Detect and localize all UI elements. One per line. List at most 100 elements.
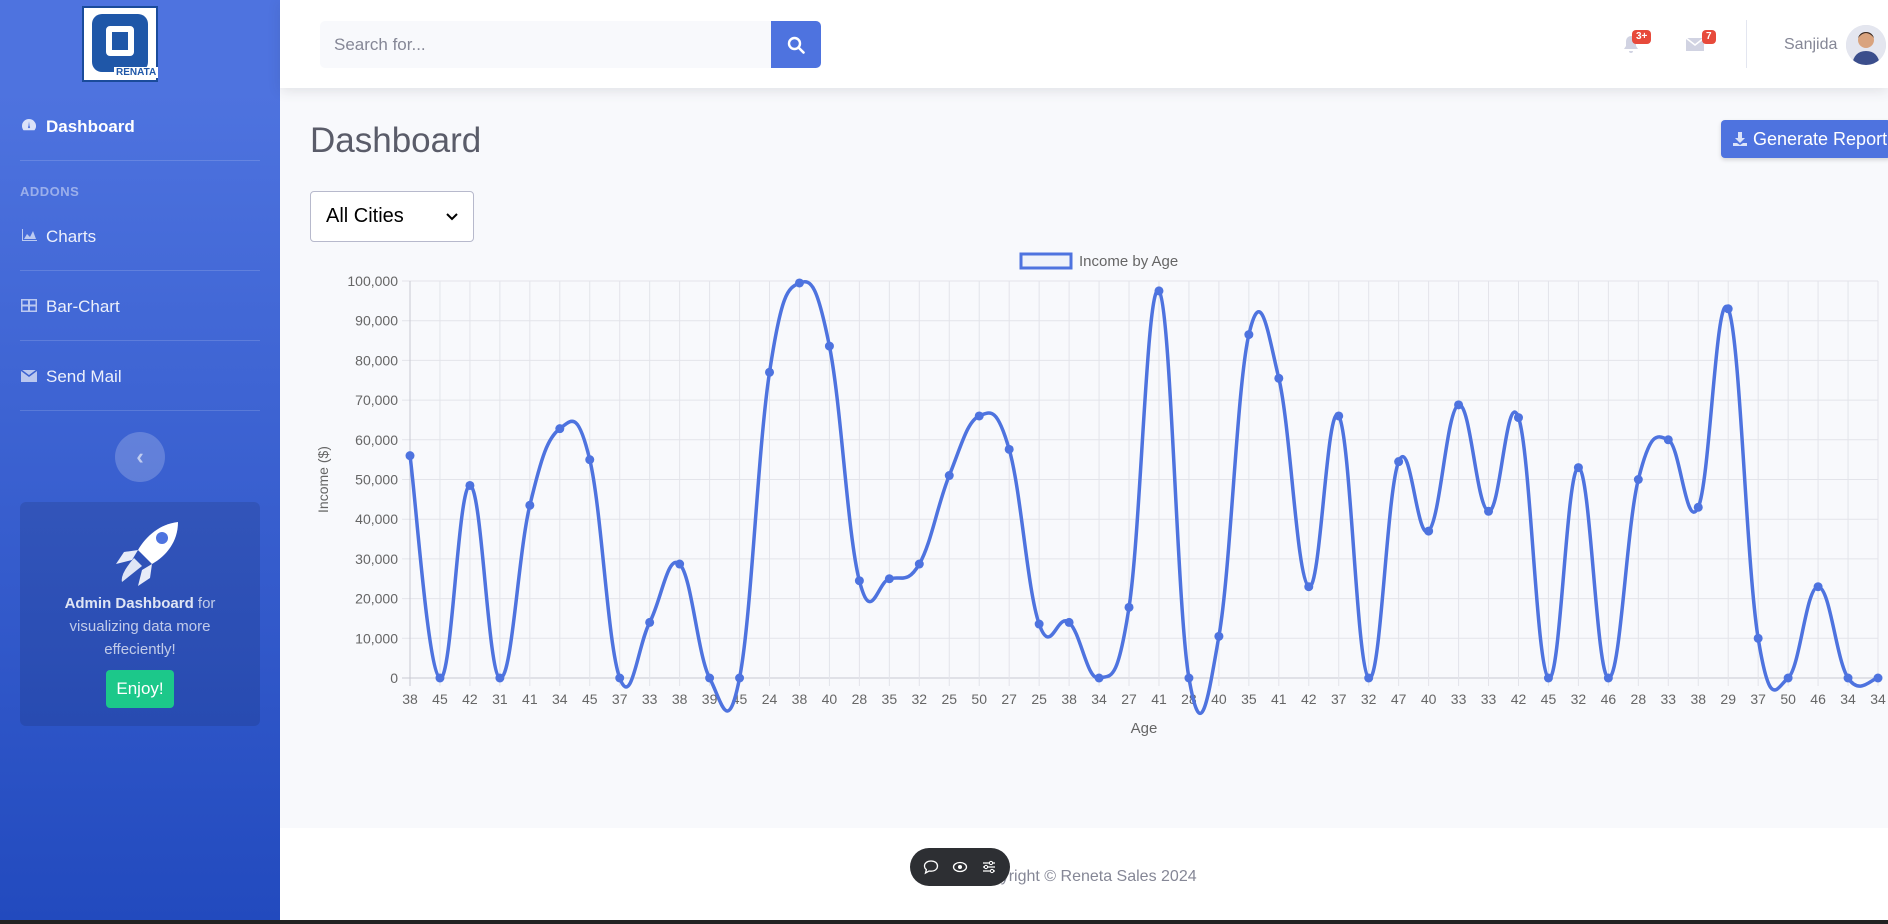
x-tick-label: 35 — [1241, 691, 1257, 707]
data-point — [1184, 673, 1194, 683]
data-point — [705, 673, 715, 683]
sidebar-item-label: Dashboard — [46, 117, 135, 136]
avatar[interactable] — [1846, 25, 1886, 65]
topbar-divider — [1746, 20, 1747, 68]
generate-report-label: Generate Report — [1753, 128, 1888, 149]
x-tick-label: 25 — [1031, 691, 1047, 707]
data-point — [1394, 457, 1404, 467]
y-tick-label: 10,000 — [355, 630, 398, 646]
sidebar-item-label: Send Mail — [46, 367, 122, 386]
data-point — [1663, 435, 1673, 445]
data-point — [914, 559, 924, 569]
x-tick-label: 33 — [642, 691, 658, 707]
data-point — [1364, 673, 1374, 683]
x-tick-label: 38 — [672, 691, 688, 707]
x-tick-label: 46 — [1810, 691, 1826, 707]
sidebar-toggle-button[interactable]: ‹ — [115, 432, 165, 482]
y-tick-label: 70,000 — [355, 392, 398, 408]
data-point — [1034, 619, 1044, 629]
table-icon — [20, 298, 38, 316]
data-point — [824, 341, 834, 351]
y-tick-label: 20,000 — [355, 591, 398, 607]
chevron-left-icon: ‹ — [136, 444, 144, 469]
series-line — [408, 280, 1879, 716]
footer: Copyright © Reneta Sales 2024 — [280, 828, 1888, 924]
x-tick-label: 28 — [852, 691, 868, 707]
enjoy-button[interactable]: Enjoy! — [106, 670, 174, 708]
data-point — [884, 574, 894, 584]
data-point — [1484, 506, 1494, 516]
x-tick-label: 40 — [1211, 691, 1227, 707]
search-icon — [787, 36, 805, 54]
x-tick-label: 40 — [822, 691, 838, 707]
x-tick-label: 50 — [971, 691, 987, 707]
chart-area-icon — [20, 228, 38, 246]
city-select[interactable]: All Cities — [310, 191, 474, 242]
username[interactable]: Sanjida — [1784, 36, 1838, 53]
chevron-down-icon — [446, 212, 458, 220]
sidebar-item-bar-chart[interactable]: Bar-Chart — [20, 297, 120, 317]
eye-icon[interactable] — [952, 859, 968, 875]
data-point — [435, 673, 445, 683]
x-tick-label: 34 — [1870, 691, 1886, 707]
floating-toolbar[interactable] — [910, 848, 1010, 886]
x-tick-label: 39 — [702, 691, 718, 707]
logo-letter — [106, 26, 134, 56]
x-tick-label: 35 — [882, 691, 898, 707]
sidebar-divider — [20, 410, 260, 411]
topbar: Search for... 3+ 7 Sanjida — [280, 0, 1888, 88]
messages-badge: 7 — [1702, 30, 1716, 44]
x-tick-label: 33 — [1481, 691, 1497, 707]
search-input[interactable]: Search for... — [320, 21, 780, 68]
x-tick-label: 47 — [1391, 691, 1407, 707]
data-point — [675, 559, 685, 569]
promo-description: for visualizing data more effeciently! — [69, 595, 216, 658]
data-point — [765, 367, 775, 377]
y-tick-label: 100,000 — [347, 273, 398, 289]
x-tick-label: 45 — [582, 691, 598, 707]
data-point — [555, 424, 565, 434]
search-button[interactable] — [771, 21, 821, 68]
y-axis-title: Income ($) — [315, 446, 331, 513]
y-tick-label: 90,000 — [355, 313, 398, 329]
legend-label: Income by Age — [1079, 253, 1178, 270]
generate-report-button[interactable]: Generate Report — [1721, 120, 1888, 158]
x-axis-title: Age — [1131, 720, 1158, 737]
rocket-icon — [116, 522, 178, 586]
sidebar-heading: ADDONS — [20, 184, 80, 199]
sidebar: RENATA Dashboard ADDONS Charts Bar-Chart… — [0, 0, 280, 924]
taskbar-edge — [0, 920, 1888, 924]
data-point — [465, 480, 475, 490]
sidebar-item-charts[interactable]: Charts — [20, 227, 96, 247]
x-tick-label: 42 — [1511, 691, 1527, 707]
x-tick-label: 37 — [1331, 691, 1347, 707]
x-tick-label: 28 — [1631, 691, 1647, 707]
sliders-icon[interactable] — [981, 859, 997, 875]
x-tick-label: 38 — [1061, 691, 1077, 707]
sidebar-item-send-mail[interactable]: Send Mail — [20, 367, 122, 387]
data-point — [1004, 444, 1014, 454]
x-tick-label: 40 — [1421, 691, 1437, 707]
x-tick-label: 38 — [792, 691, 808, 707]
x-tick-label: 34 — [1840, 691, 1856, 707]
x-tick-label: 45 — [1541, 691, 1557, 707]
brand-logo[interactable]: RENATA — [82, 6, 159, 82]
data-point — [585, 455, 595, 465]
sidebar-item-dashboard[interactable]: Dashboard — [20, 117, 135, 137]
x-tick-label: 37 — [1750, 691, 1766, 707]
y-tick-label: 60,000 — [355, 432, 398, 448]
data-point — [1633, 475, 1643, 484]
x-tick-label: 34 — [1091, 691, 1107, 707]
download-icon — [1733, 132, 1747, 146]
data-point — [1124, 602, 1134, 612]
envelope-icon[interactable] — [1685, 34, 1705, 54]
x-tick-label: 31 — [492, 691, 508, 707]
data-point — [1214, 631, 1224, 641]
x-tick-label: 45 — [432, 691, 448, 707]
data-point — [735, 673, 745, 683]
legend-swatch — [1019, 252, 1073, 270]
envelope-icon — [20, 368, 38, 386]
comment-icon[interactable] — [923, 859, 939, 875]
promo-card: Admin Dashboard for visualizing data mor… — [20, 502, 260, 726]
x-tick-label: 27 — [1121, 691, 1137, 707]
